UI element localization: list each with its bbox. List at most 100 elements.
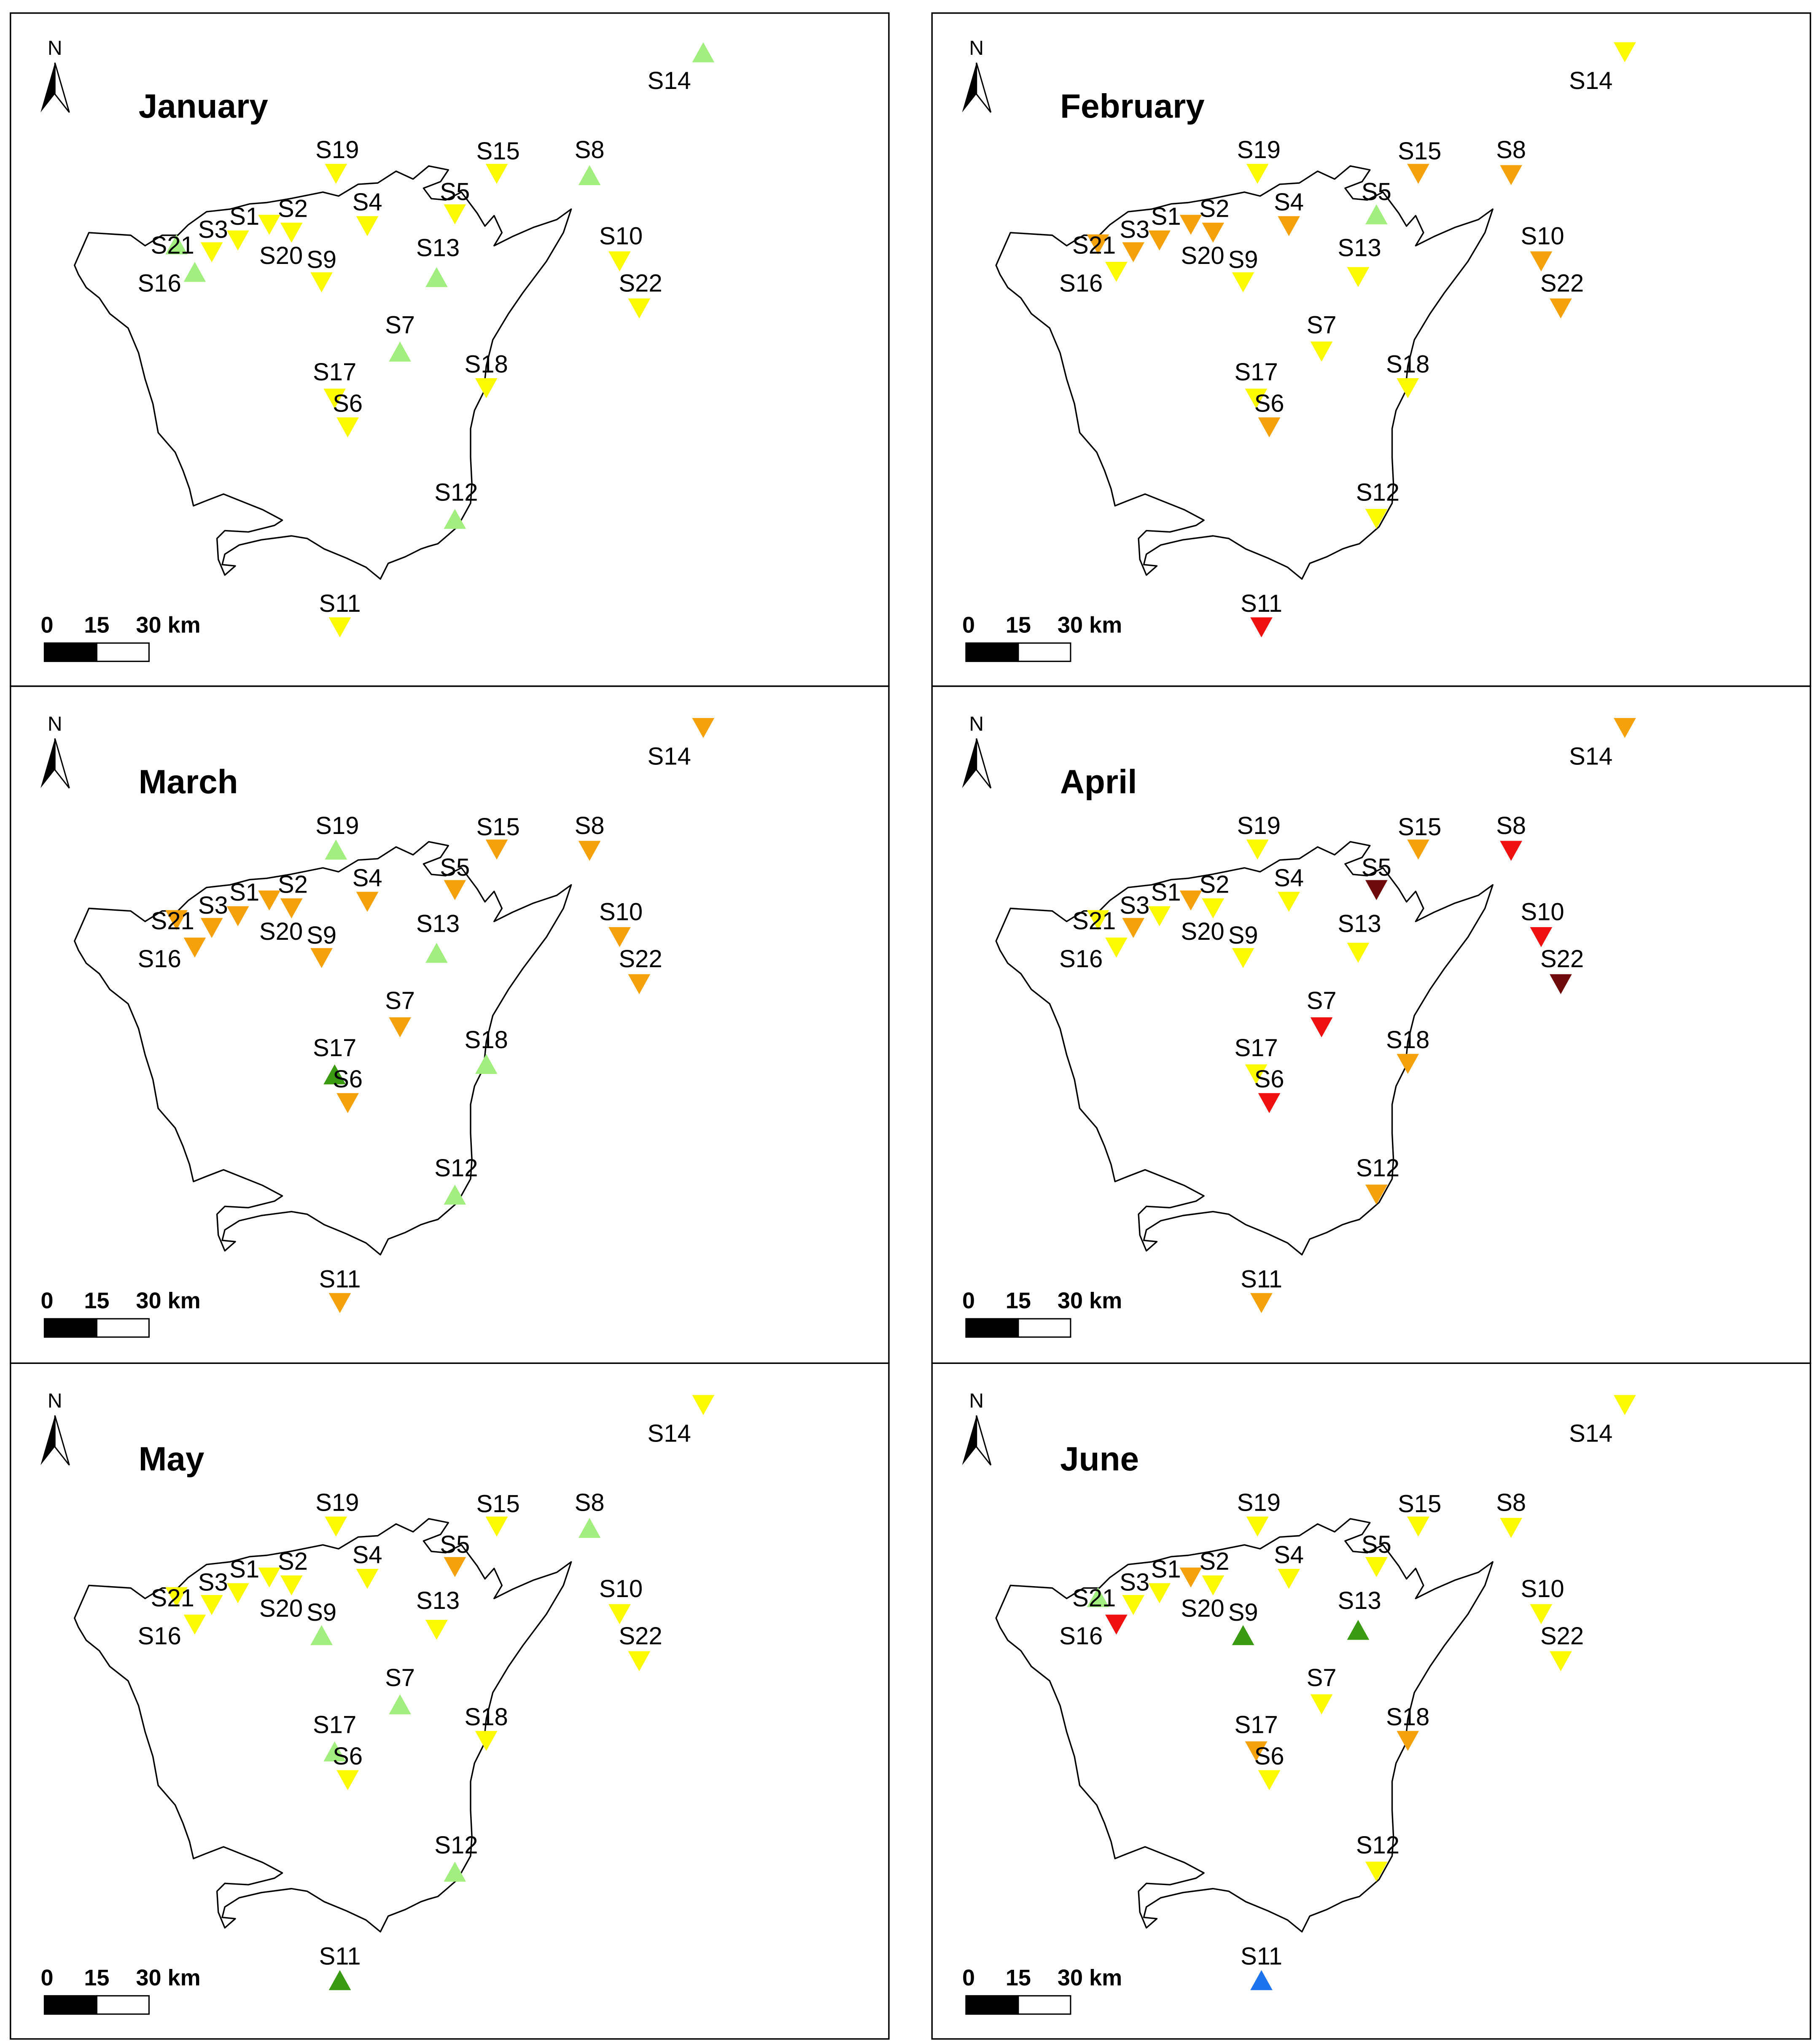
station-marker-down-triangle [1613, 1395, 1636, 1415]
station-marker-down-triangle [258, 1567, 280, 1588]
month-title: January [139, 87, 269, 125]
station-marker-up-triangle [444, 508, 466, 529]
station-label: S6 [333, 390, 363, 417]
station-marker-down-triangle [1550, 1651, 1572, 1671]
station-marker-down-triangle [325, 1517, 347, 1537]
station-marker-down-triangle [356, 216, 379, 237]
station-label: S5 [440, 854, 470, 881]
station-label: S10 [599, 898, 643, 925]
station-s16: S16 [138, 262, 206, 297]
station-marker-down-triangle [608, 251, 631, 272]
station-s16: S16 [1059, 937, 1128, 973]
station-label: S5 [1362, 854, 1391, 881]
station-label: S1 [1151, 879, 1181, 906]
station-marker-down-triangle [692, 718, 715, 738]
station-label: S19 [1237, 812, 1281, 839]
scale-label: 15 [84, 612, 109, 637]
station-s8: S8 [575, 136, 605, 186]
station-s11: S11 [319, 1266, 361, 1313]
station-s10: S10 [599, 1575, 643, 1624]
station-s1: S1 [1148, 1556, 1181, 1603]
north-arrow-icon: N [962, 713, 992, 789]
station-label: S10 [1521, 223, 1564, 250]
station-marker-down-triangle [336, 1770, 359, 1790]
station-s9: S9 [307, 246, 336, 293]
station-label: S2 [278, 195, 308, 223]
station-label: S18 [1386, 1703, 1429, 1731]
station-marker-up-triangle [323, 1064, 346, 1084]
station-label: S14 [648, 67, 691, 94]
station-label: S6 [1254, 390, 1284, 417]
station-s19: S19 [315, 812, 359, 860]
north-label: N [48, 1390, 62, 1412]
scale-bar-white-segment [96, 1995, 150, 2015]
station-marker-up-triangle [389, 1694, 411, 1715]
station-marker-down-triangle [1148, 906, 1171, 926]
station-label: S9 [307, 922, 336, 949]
month-title: May [139, 1440, 205, 1478]
station-marker-down-triangle [1087, 910, 1109, 931]
station-marker-down-triangle [1310, 1694, 1333, 1715]
station-label: S3 [1120, 216, 1149, 243]
station-label: S15 [476, 813, 519, 841]
station-marker-down-triangle [1245, 1741, 1268, 1762]
station-s14: S14 [1569, 42, 1636, 94]
station-s22: S22 [619, 269, 662, 319]
station-label: S4 [1274, 864, 1304, 892]
map-panel-january: N January 0 15 30 km S14 S19 S15 S8 S5 S4 S1 S2 S3S21… [10, 12, 890, 687]
station-s20: S20 [258, 890, 303, 945]
station-marker-down-triangle [226, 906, 249, 926]
station-label: S2 [1199, 1548, 1229, 1575]
station-s8: S8 [1496, 136, 1526, 186]
station-label: S12 [434, 479, 478, 506]
station-label: S7 [385, 312, 415, 339]
station-label: S14 [1569, 67, 1612, 94]
station-marker-up-triangle [692, 42, 715, 62]
station-label: S9 [1228, 922, 1258, 949]
station-marker-down-triangle [1148, 230, 1171, 251]
station-s8: S8 [1496, 812, 1526, 861]
station-label: S16 [138, 945, 181, 973]
station-label: S8 [1496, 1489, 1526, 1517]
station-s7: S7 [385, 312, 415, 362]
scale-bar-black-segment [43, 1318, 97, 1338]
station-s10: S10 [1521, 1575, 1564, 1624]
north-arrow-icon: N [40, 1390, 70, 1466]
station-label: S10 [599, 223, 643, 250]
station-marker-down-triangle [1105, 262, 1128, 282]
station-label: S5 [1362, 1531, 1391, 1558]
station-label: S12 [434, 1832, 478, 1859]
station-label: S22 [1540, 269, 1584, 297]
region-outline [995, 841, 1494, 1256]
station-s11: S11 [1241, 1266, 1282, 1313]
station-s4: S4 [353, 864, 382, 912]
station-label: S13 [1338, 234, 1381, 262]
station-marker-up-triangle [425, 943, 448, 963]
station-s3: S3 [198, 892, 228, 938]
station-marker-down-triangle [336, 1093, 359, 1113]
station-marker-down-triangle [200, 918, 223, 938]
station-label: S10 [1521, 898, 1564, 925]
station-label: S8 [1496, 812, 1526, 839]
month-title: February [1060, 87, 1205, 125]
station-s15: S15 [476, 1490, 520, 1537]
station-s4: S4 [353, 1541, 382, 1589]
north-arrow-icon: N [962, 1390, 992, 1466]
station-label: S22 [619, 945, 662, 973]
station-marker-down-triangle [1122, 918, 1145, 938]
station-marker-down-triangle [1530, 927, 1553, 947]
station-s17: S17 [313, 358, 356, 409]
north-label: N [969, 1390, 984, 1412]
station-s19: S19 [1237, 1489, 1281, 1537]
station-marker-down-triangle [1232, 948, 1254, 968]
month-title: April [1060, 763, 1137, 801]
station-marker-down-triangle [692, 1395, 715, 1415]
north-arrow-icon: N [962, 37, 992, 113]
station-marker-down-triangle [1365, 1184, 1388, 1205]
station-label: S14 [648, 1420, 691, 1447]
station-label: S6 [333, 1743, 363, 1770]
